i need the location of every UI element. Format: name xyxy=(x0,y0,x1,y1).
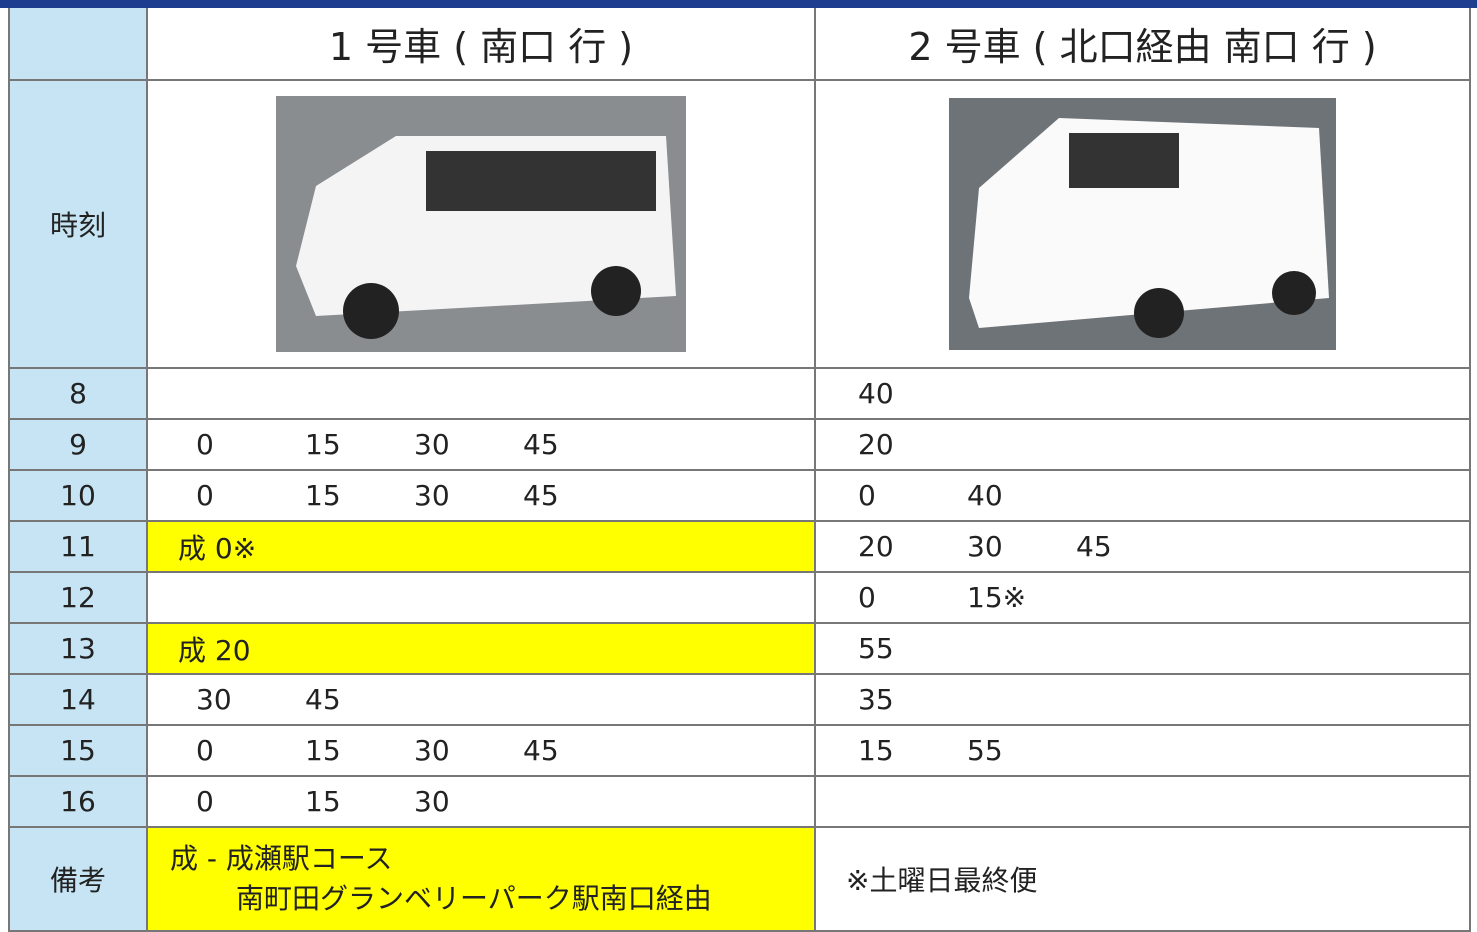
car2-times: 40 xyxy=(816,369,1471,420)
hour: 8 xyxy=(8,369,148,420)
departure-minute: 0 xyxy=(196,785,214,818)
hour: 15 xyxy=(8,726,148,777)
header-car1: 1 号車 ( 南口 行 ) xyxy=(148,8,816,81)
departure-minute: 30 xyxy=(196,683,232,716)
departure-minute: 15 xyxy=(305,785,341,818)
car2-times: 55 xyxy=(816,624,1471,675)
hour: 11 xyxy=(8,522,148,573)
departure-minute: 0 xyxy=(858,479,876,512)
car1-times: 30 45 xyxy=(148,675,816,726)
departure-minute: 20 xyxy=(858,428,894,461)
departure-minute: 0 xyxy=(196,734,214,767)
departure-minute: 30 xyxy=(414,428,450,461)
header-car2: 2 号車 ( 北口経由 南口 行 ) xyxy=(816,8,1471,81)
car2-times: 20 xyxy=(816,420,1471,471)
car1-times: 成 20 xyxy=(148,624,816,675)
departure-minute: 30 xyxy=(414,479,450,512)
departure-minute: 35 xyxy=(858,683,894,716)
car2-times: 20 30 45 xyxy=(816,522,1471,573)
top-bar xyxy=(0,0,1477,8)
departure-minute: 55 xyxy=(967,734,1003,767)
departure-minute: 0 xyxy=(858,581,876,614)
hour: 10 xyxy=(8,471,148,522)
van-photo xyxy=(949,98,1336,350)
car1-times: 成 0※ xyxy=(148,522,816,573)
departure-minute: 45 xyxy=(523,428,559,461)
car2-times: 15 55 xyxy=(816,726,1471,777)
notes-label: 備考 xyxy=(8,828,148,932)
note-line: 南町田グランベリーパーク駅南口経由 xyxy=(236,882,712,915)
departure-minute: 55 xyxy=(858,632,894,665)
departure-minute: 45 xyxy=(1076,530,1112,563)
departure-minute: 45 xyxy=(523,734,559,767)
car2-times xyxy=(816,777,1471,828)
departure-minute: 15 xyxy=(305,479,341,512)
car1-times: 0 15 30 45 xyxy=(148,726,816,777)
departure-minute: 30 xyxy=(414,734,450,767)
hour: 14 xyxy=(8,675,148,726)
departure-minute: 20 xyxy=(858,530,894,563)
car2-times: 0 40 xyxy=(816,471,1471,522)
car1-times: 0 15 30 xyxy=(148,777,816,828)
departure-minute: 15 xyxy=(305,428,341,461)
hour: 9 xyxy=(8,420,148,471)
hour: 13 xyxy=(8,624,148,675)
notes-car1: 成 - 成瀬駅コース南町田グランベリーパーク駅南口経由 xyxy=(148,828,816,932)
car1-times: 0 15 30 45 xyxy=(148,471,816,522)
car1-times: 0 15 30 45 xyxy=(148,420,816,471)
hour: 16 xyxy=(8,777,148,828)
notes-car2: ※土曜日最終便 xyxy=(816,828,1471,932)
departure-minute: 45 xyxy=(523,479,559,512)
departure-minute: 15 xyxy=(305,734,341,767)
departure-minute: 40 xyxy=(967,479,1003,512)
note-line: 成 - 成瀬駅コース xyxy=(170,842,393,875)
departure-minute: 0 xyxy=(196,428,214,461)
car1-times xyxy=(148,369,816,420)
departure-minute: 30 xyxy=(967,530,1003,563)
departure-minute: 15 xyxy=(858,734,894,767)
photo-cell xyxy=(148,81,816,369)
departure-minute: 30 xyxy=(414,785,450,818)
time-label: 時刻 xyxy=(8,81,148,369)
car2-times: 35 xyxy=(816,675,1471,726)
departure-minute: 15※ xyxy=(967,581,1027,614)
departure-minute: 40 xyxy=(858,377,894,410)
departure-minute: 45 xyxy=(305,683,341,716)
corner xyxy=(8,8,148,81)
departure-minute: 成 20 xyxy=(178,633,251,667)
photo-cell xyxy=(816,81,1471,369)
hour: 12 xyxy=(8,573,148,624)
car1-times xyxy=(148,573,816,624)
departure-minute: 0 xyxy=(196,479,214,512)
departure-minute: 成 0※ xyxy=(178,531,257,565)
van-photo xyxy=(276,96,686,352)
car2-times: 0 15※ xyxy=(816,573,1471,624)
